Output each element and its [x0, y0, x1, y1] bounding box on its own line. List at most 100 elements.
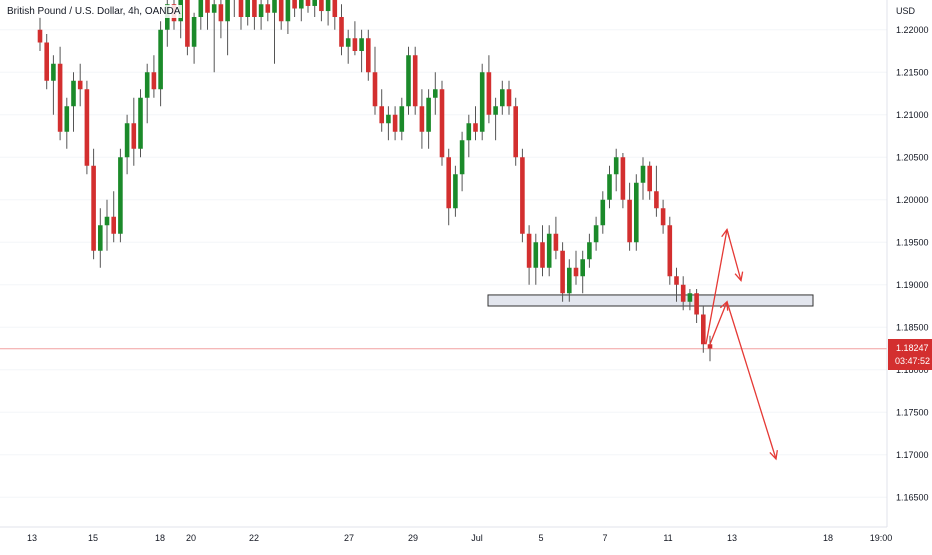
price-axis-unit: USD [896, 6, 916, 16]
candle-body [526, 233, 532, 268]
candle-body [466, 123, 472, 141]
candle-body [433, 89, 438, 98]
support-zone-layer [487, 294, 814, 307]
candle-body [546, 233, 552, 268]
candle-body [513, 106, 518, 158]
candle-body [292, 0, 297, 9]
candle-body [406, 55, 411, 107]
candle-body [191, 17, 197, 47]
candle-body [386, 114, 391, 124]
candle-body [245, 0, 250, 17]
candle-body [680, 284, 686, 302]
candle-body [265, 4, 271, 13]
candle-body [285, 0, 291, 22]
support-zone [487, 294, 814, 307]
time-tick-label: 18 [823, 533, 833, 543]
candle-body [540, 242, 545, 268]
candle-body [359, 38, 364, 51]
candle-body [647, 165, 652, 192]
candle-body [252, 0, 257, 17]
candle-body [104, 216, 110, 226]
time-tick-label: 19:00 [870, 533, 893, 543]
arrow-down-leg2 [726, 301, 777, 460]
candle-body [439, 89, 445, 158]
candle-body [258, 4, 264, 17]
candle-body [366, 38, 371, 73]
candle-body [312, 0, 317, 6]
arrow-down-leg2-head [769, 450, 778, 461]
price-tick-label: 1.19500 [896, 237, 929, 247]
time-axis-ticks: 13 15 18 20 22 27 29 Jul 5 7 11 13 18 19:00 [27, 533, 892, 543]
candle-body [278, 0, 284, 22]
time-tick-label: Jul [471, 533, 483, 543]
price-tick-label: 1.17000 [896, 450, 929, 460]
candle-body [500, 89, 505, 107]
candle-body [607, 174, 612, 200]
candle-body [654, 191, 659, 209]
price-tick-label: 1.20000 [896, 195, 929, 205]
candle-body [98, 225, 103, 251]
candle-body [419, 106, 425, 132]
candle-body [124, 123, 130, 158]
candle-body [600, 199, 606, 226]
price-axis[interactable]: USD 1.220001.215001.210001.205001.200001… [886, 0, 932, 527]
candle-body [560, 250, 565, 294]
candle-body [533, 242, 539, 268]
candle-body [151, 72, 157, 90]
candle-body [299, 0, 304, 9]
time-tick-label: 7 [602, 533, 607, 543]
time-axis[interactable]: 13 15 18 20 22 27 29 Jul 5 7 11 13 18 19:00 [0, 526, 892, 543]
price-tick-label: 1.22000 [896, 25, 929, 35]
price-tick-label: 1.19000 [896, 280, 929, 290]
time-tick-label: 13 [727, 533, 737, 543]
symbol-title: British Pound / U.S. Dollar, 4h, OANDA [5, 5, 183, 18]
candle-body [707, 344, 713, 349]
price-badge: 1.18247 03:47:52 [888, 339, 932, 370]
time-tick-label: 20 [186, 533, 196, 543]
candle-body [111, 216, 116, 234]
candle-body [694, 293, 699, 315]
candle-body [640, 165, 646, 183]
candle-body [473, 123, 478, 132]
time-tick-label: 18 [155, 533, 165, 543]
candle-body [272, 0, 277, 13]
candle-body [77, 80, 83, 90]
candle-body [593, 225, 599, 243]
candle-body [493, 106, 498, 115]
candle-body [392, 114, 398, 132]
candle-body [587, 242, 592, 260]
candle-body [118, 157, 123, 234]
arrows-layer [705, 228, 778, 461]
candle-body [352, 38, 358, 51]
candle-body [71, 80, 76, 107]
candle-body [64, 106, 70, 132]
candle-body [506, 89, 512, 107]
candle-body [446, 157, 451, 209]
candle-body [627, 199, 632, 243]
price-badge-countdown: 03:47:52 [895, 356, 930, 366]
price-tick-label: 1.16500 [896, 492, 929, 502]
candles-layer [37, 0, 713, 362]
time-tick-label: 22 [249, 533, 259, 543]
candle-body [459, 140, 465, 175]
candle-body [613, 157, 619, 175]
candle-body [332, 0, 338, 17]
candle-body [634, 182, 639, 243]
candle-body [674, 276, 679, 285]
candle-body [701, 314, 706, 345]
candle-body [372, 72, 378, 107]
price-badge-value: 1.18247 [896, 343, 929, 353]
candle-body [91, 165, 96, 251]
candle-body [305, 0, 311, 6]
candle-body [520, 157, 525, 234]
candle-body [379, 106, 384, 124]
candle-body [479, 72, 485, 132]
candle-body [144, 72, 150, 98]
candle-body [319, 0, 324, 12]
price-tick-label: 1.17500 [896, 407, 929, 417]
price-axis-ticks: 1.22000 1.21500 1.21000 1.20500 1.20000 1.195… [896, 25, 929, 503]
candle-body [567, 267, 572, 294]
time-tick-label: 5 [538, 533, 543, 543]
arrow-up-leg2-head [734, 271, 744, 282]
